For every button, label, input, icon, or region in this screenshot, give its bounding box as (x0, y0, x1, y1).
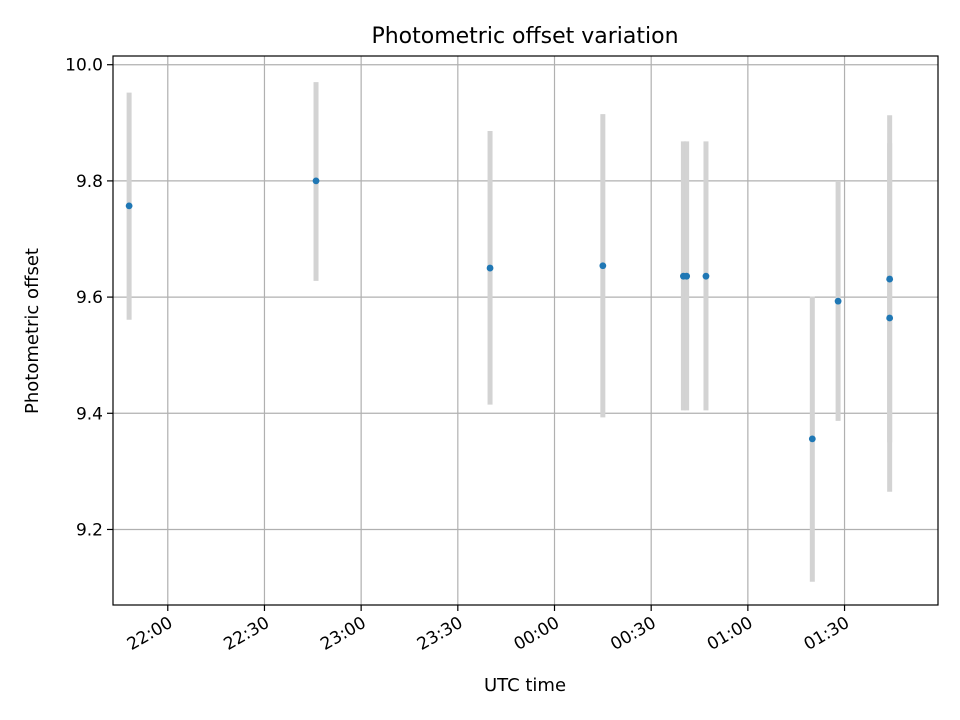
grid (113, 56, 938, 605)
data-point (886, 275, 894, 283)
data-point (486, 264, 494, 272)
data-point (125, 202, 133, 210)
data-point (599, 262, 607, 270)
data-point (702, 272, 710, 280)
plot-frame (112, 55, 939, 606)
data-point (808, 435, 816, 443)
y-tick-label: 10.0 (65, 56, 103, 76)
data-point (834, 297, 842, 305)
y-axis-label: Photometric offset (22, 248, 43, 414)
y-tick-label: 9.4 (76, 404, 103, 424)
chart-title: Photometric offset variation (371, 24, 678, 49)
y-axis: 9.2 9.4 9.6 9.8 10.0 (65, 56, 113, 540)
y-tick-label: 9.2 (76, 520, 103, 540)
data-point (886, 314, 894, 322)
y-tick-label: 9.8 (76, 172, 103, 192)
y-tick-label: 9.6 (76, 288, 103, 308)
data-point (312, 177, 320, 185)
x-axis-label: UTC time (484, 675, 566, 696)
data-points (125, 177, 894, 443)
data-point (683, 272, 691, 280)
